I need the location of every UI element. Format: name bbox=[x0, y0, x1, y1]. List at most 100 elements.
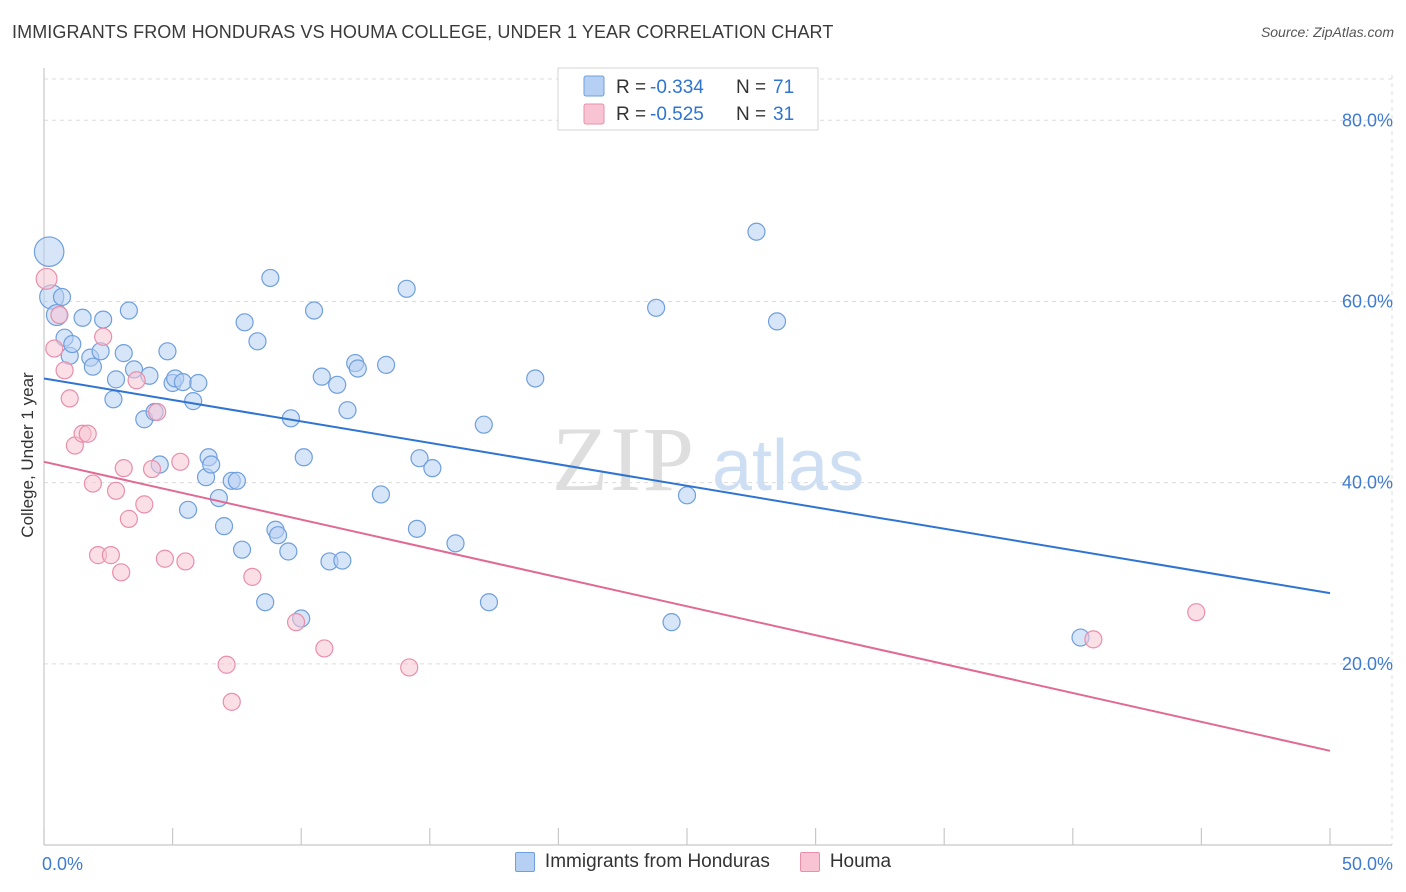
houma-point-11 bbox=[101, 546, 120, 565]
houma-point-24 bbox=[222, 692, 241, 711]
houma-point-19 bbox=[148, 402, 167, 422]
legend-n-label-2: N = bbox=[736, 104, 766, 125]
honduras-point-34 bbox=[227, 471, 246, 490]
honduras-point-37 bbox=[248, 332, 267, 351]
legend-swatch-pink bbox=[583, 103, 605, 125]
series-houma-points bbox=[35, 267, 1206, 711]
houma-point-4 bbox=[60, 389, 79, 408]
houma-point-7 bbox=[78, 424, 97, 443]
watermark: ZIP atlas bbox=[552, 408, 864, 510]
honduras-point-6 bbox=[63, 334, 82, 354]
houma-point-1 bbox=[45, 339, 64, 358]
y-tick-label-0: 20.0% bbox=[1342, 654, 1393, 674]
trend-line-honduras bbox=[43, 377, 1331, 595]
houma-point-0 bbox=[35, 267, 58, 290]
honduras-point-62 bbox=[479, 593, 499, 612]
honduras-point-49 bbox=[328, 375, 347, 394]
houma-point-20 bbox=[155, 549, 174, 568]
honduras-point-26 bbox=[184, 392, 203, 411]
houma-point-23 bbox=[217, 655, 236, 674]
honduras-point-51 bbox=[338, 401, 357, 420]
honduras-point-60 bbox=[446, 534, 465, 553]
houma-point-26 bbox=[286, 613, 306, 632]
honduras-point-56 bbox=[397, 279, 416, 298]
y-tick-label-1: 40.0% bbox=[1342, 473, 1393, 493]
honduras-point-35 bbox=[232, 540, 252, 559]
legend-r-value-2: -0.525 bbox=[650, 104, 704, 125]
honduras-point-38 bbox=[256, 593, 275, 612]
legend-label-honduras: Immigrants from Honduras bbox=[544, 851, 770, 872]
houma-point-15 bbox=[119, 509, 138, 528]
honduras-point-66 bbox=[677, 486, 697, 505]
legend-n-label-1: N = bbox=[736, 77, 766, 98]
honduras-point-36 bbox=[235, 313, 254, 332]
x-tick-label-1: 50.0% bbox=[1342, 854, 1393, 874]
series-honduras-points bbox=[33, 222, 1090, 647]
honduras-point-30 bbox=[202, 455, 221, 474]
legend-swatch-blue bbox=[583, 75, 605, 97]
source-label: Source: ZipAtlas.com bbox=[1260, 24, 1394, 40]
houma-point-27 bbox=[315, 639, 334, 658]
honduras-point-9 bbox=[83, 357, 102, 376]
grid-lines bbox=[44, 75, 1393, 845]
honduras-point-21 bbox=[158, 342, 177, 361]
houma-point-3 bbox=[55, 361, 74, 380]
honduras-point-12 bbox=[104, 390, 123, 409]
bottom-legend-item-houma[interactable]: Houma bbox=[799, 851, 892, 873]
y-tick-label-2: 60.0% bbox=[1342, 291, 1393, 311]
houma-point-22 bbox=[176, 552, 195, 571]
legend-r-label-2: R = bbox=[616, 104, 646, 125]
trend-line-houma bbox=[43, 460, 1331, 752]
honduras-point-53 bbox=[348, 359, 367, 378]
legend-r-value-1: -0.334 bbox=[650, 77, 704, 98]
bottom-legend-item-honduras[interactable]: Immigrants from Honduras bbox=[514, 851, 770, 873]
honduras-point-65 bbox=[662, 613, 681, 632]
honduras-point-15 bbox=[119, 301, 138, 320]
honduras-point-45 bbox=[294, 448, 313, 467]
axes bbox=[43, 68, 1392, 846]
honduras-point-63 bbox=[526, 369, 545, 388]
watermark-atlas: atlas bbox=[712, 426, 864, 506]
honduras-point-55 bbox=[376, 355, 396, 374]
houma-point-21 bbox=[171, 452, 190, 471]
honduras-point-31 bbox=[209, 488, 228, 508]
houma-point-18 bbox=[142, 459, 162, 479]
honduras-point-41 bbox=[268, 526, 288, 545]
houma-point-17 bbox=[135, 495, 154, 514]
houma-point-2 bbox=[50, 305, 69, 325]
legend-swatch-houma bbox=[799, 852, 820, 872]
honduras-point-11 bbox=[94, 310, 113, 329]
honduras-point-68 bbox=[767, 312, 787, 331]
legend-label-houma: Houma bbox=[829, 851, 892, 872]
honduras-point-24 bbox=[173, 372, 192, 392]
houma-point-14 bbox=[114, 459, 133, 478]
legend-n-value-1: 71 bbox=[773, 77, 794, 98]
honduras-point-13 bbox=[106, 370, 126, 389]
trend-lines bbox=[43, 377, 1331, 752]
legend-r-label-1: R = bbox=[616, 77, 646, 98]
houma-point-16 bbox=[127, 371, 146, 390]
legend-n-value-2: 31 bbox=[773, 104, 794, 125]
honduras-point-27 bbox=[189, 373, 208, 393]
houma-point-8 bbox=[83, 474, 102, 493]
honduras-point-3 bbox=[52, 287, 72, 307]
honduras-point-42 bbox=[279, 542, 298, 561]
houma-point-25 bbox=[243, 567, 262, 586]
honduras-point-0 bbox=[33, 236, 65, 267]
honduras-point-39 bbox=[261, 268, 280, 288]
honduras-point-50 bbox=[333, 551, 352, 570]
honduras-point-58 bbox=[410, 449, 429, 468]
legend-swatch-honduras bbox=[514, 852, 535, 872]
honduras-point-61 bbox=[474, 415, 493, 434]
houma-point-29 bbox=[1084, 630, 1103, 649]
honduras-point-67 bbox=[747, 222, 766, 241]
x-tick-label-0: 0.0% bbox=[42, 854, 83, 874]
bottom-legend: Immigrants from Honduras Houma bbox=[0, 851, 1406, 873]
houma-point-12 bbox=[106, 481, 126, 500]
honduras-point-32 bbox=[214, 517, 234, 536]
honduras-point-47 bbox=[312, 367, 331, 386]
houma-point-10 bbox=[94, 327, 113, 346]
tick-labels: 20.0% 40.0% 60.0% 80.0% 0.0% 50.0% bbox=[42, 110, 1393, 874]
houma-point-28 bbox=[400, 658, 419, 677]
